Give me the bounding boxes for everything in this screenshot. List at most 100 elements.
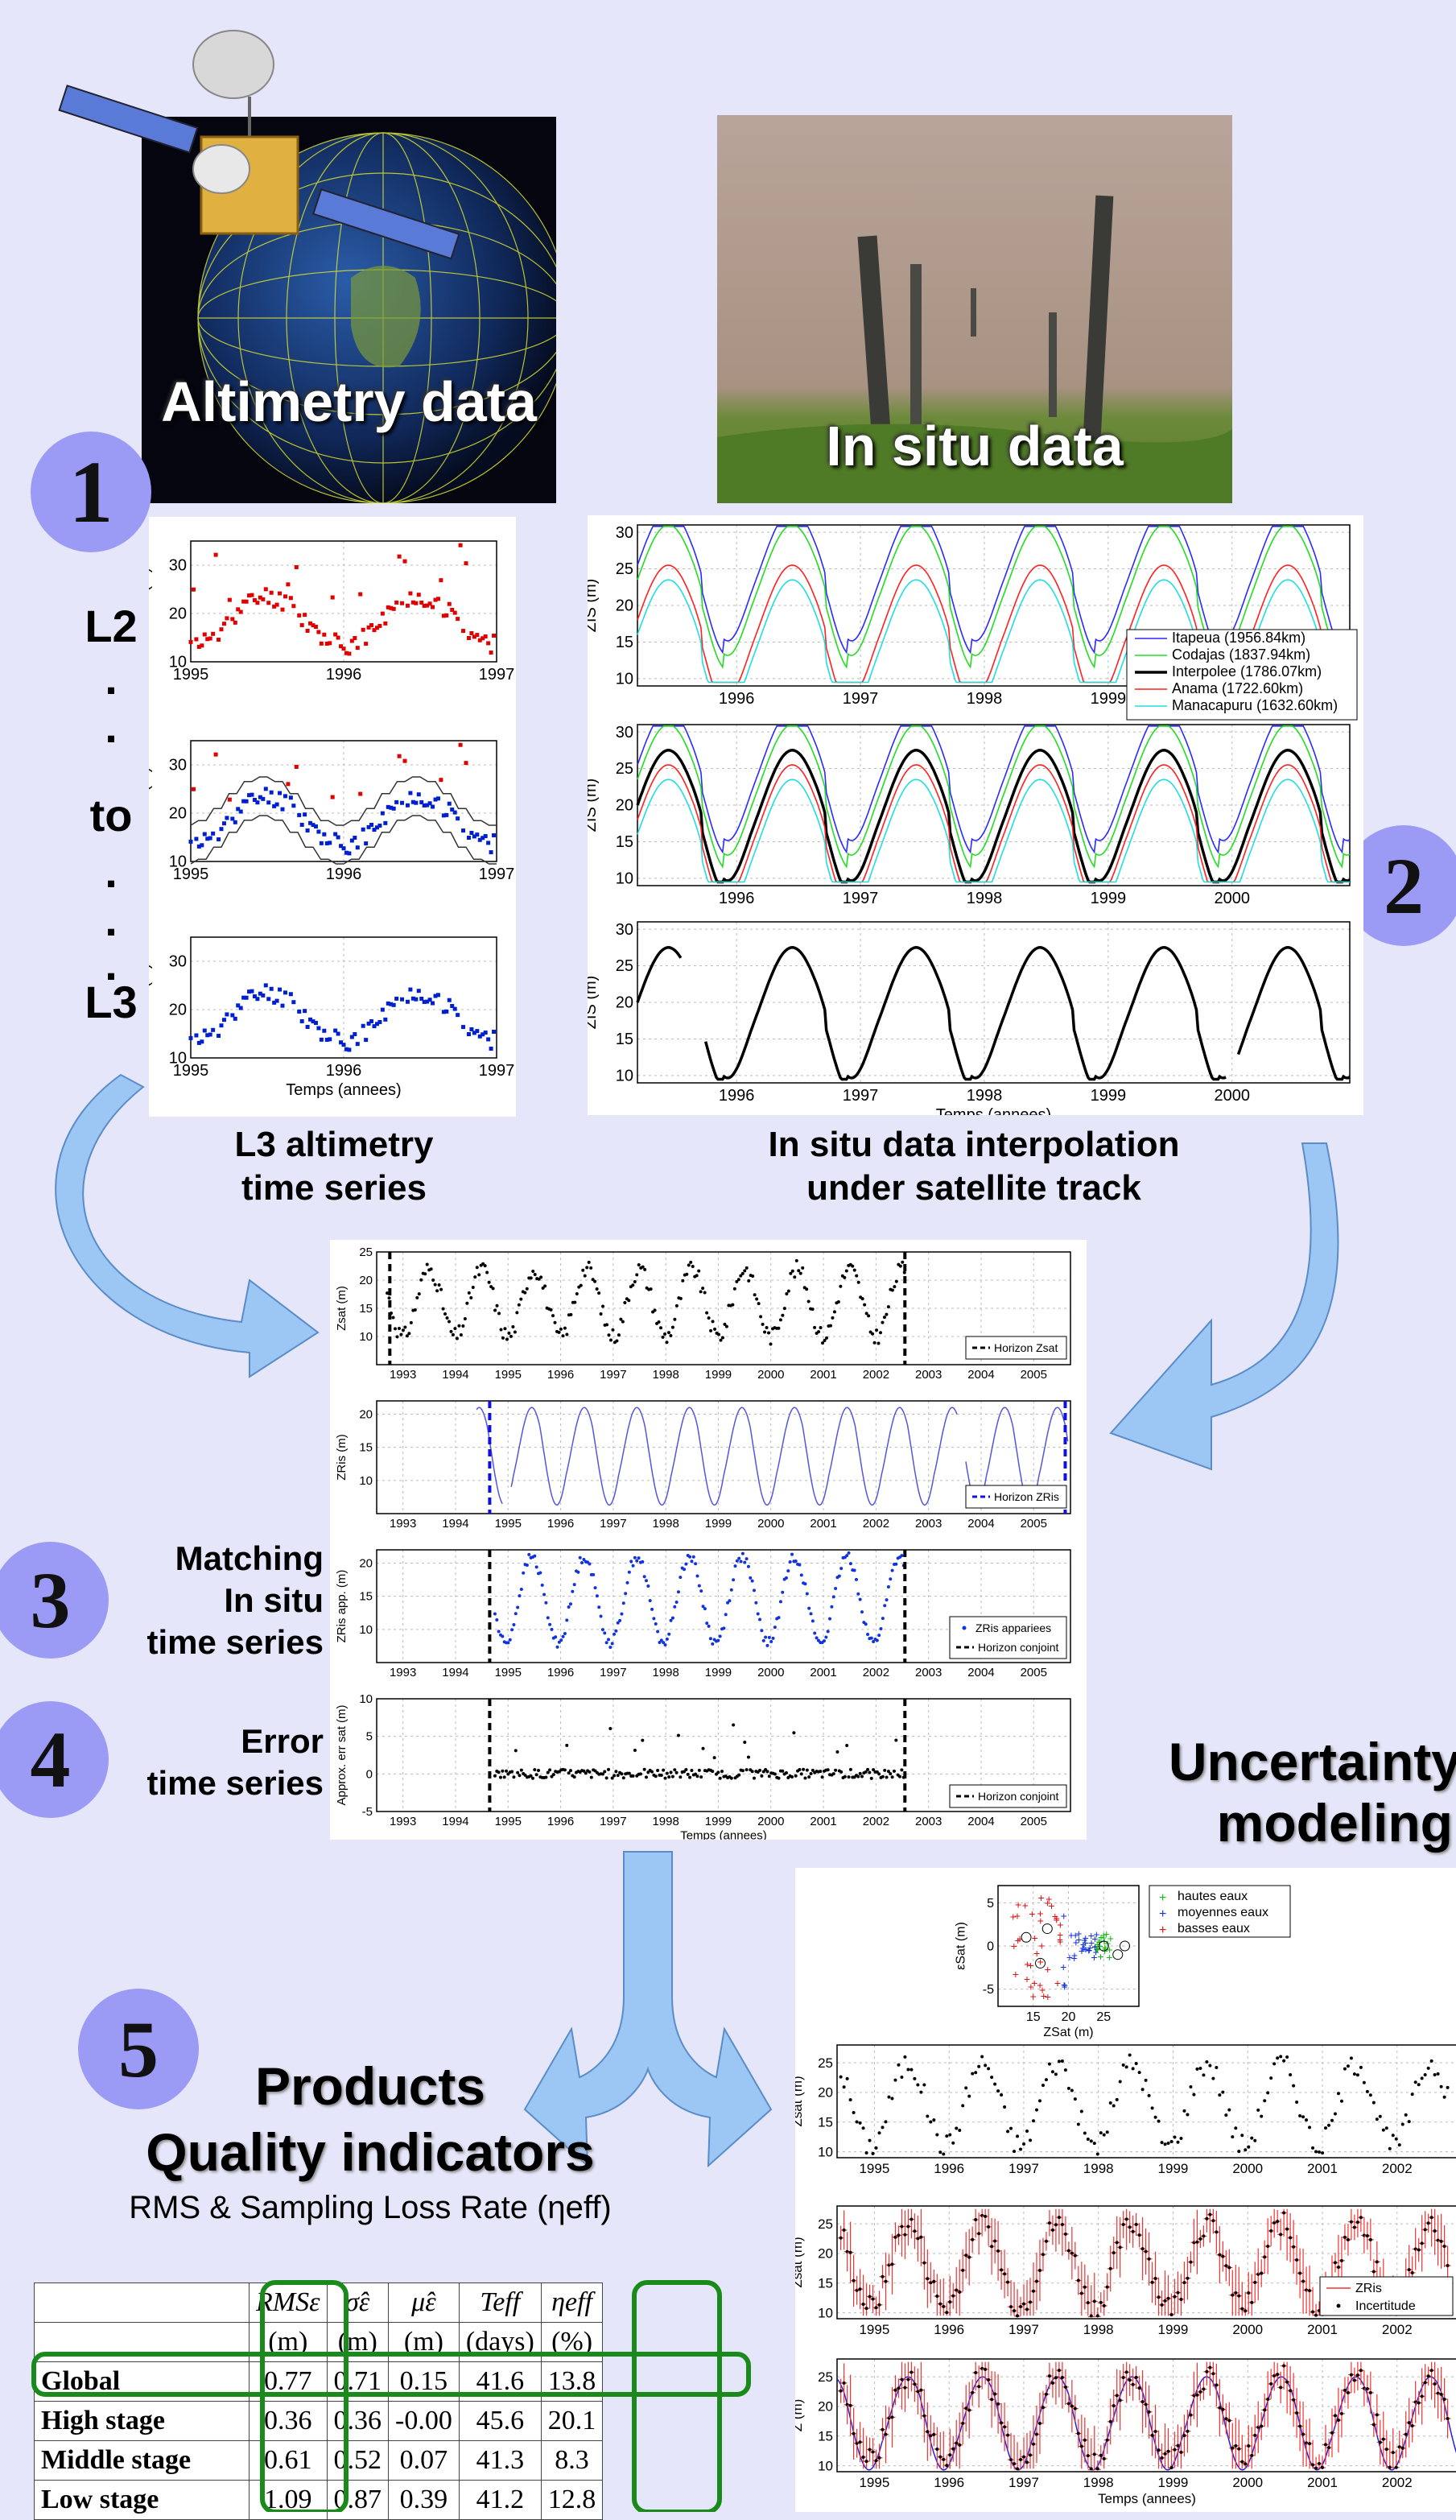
zsat-point [860, 1297, 864, 1301]
error-point [856, 1774, 860, 1778]
y-tick-label: 10 [616, 870, 633, 888]
uncertainty-point [1137, 2233, 1141, 2237]
matched-point [852, 1568, 856, 1572]
matched-point [592, 1572, 596, 1576]
column-header: μ̂ε [388, 2282, 460, 2323]
altimetry-point [402, 758, 407, 763]
x-tick-label: 2002 [863, 1815, 889, 1828]
uncertainty-point [1260, 2424, 1264, 2428]
uncertainty-point [1031, 2119, 1035, 2123]
legend-swatch [962, 1626, 967, 1630]
uncertainty-point [1311, 2310, 1315, 2314]
altimetry-point [217, 837, 221, 842]
zsat-point [423, 1272, 427, 1276]
x-tick-label: 1997 [1008, 2322, 1039, 2337]
altimetry-point [389, 1002, 394, 1006]
error-point [567, 1771, 571, 1775]
error-point [645, 1775, 649, 1779]
matched-point [568, 1602, 572, 1606]
zsat-point [599, 1312, 603, 1316]
stage-point: + [1086, 1944, 1092, 1956]
zsat-point [445, 1316, 449, 1320]
matched-point [816, 1638, 820, 1642]
x-tick-label: 2003 [915, 1368, 942, 1382]
zsat-point [477, 1273, 481, 1277]
altimetry-point [364, 1038, 369, 1043]
altimetry-point [419, 600, 424, 605]
plot-frame [190, 740, 497, 862]
matched-point [788, 1560, 792, 1564]
stage-center [1041, 1923, 1053, 1935]
uncertainty-point [1095, 2314, 1099, 2318]
altimetry-point [247, 593, 252, 598]
stage-point: + [1068, 1928, 1074, 1941]
altimetry-point [410, 600, 415, 605]
uncertainty-point [874, 2146, 878, 2150]
altimetry-point [472, 1031, 476, 1035]
matched-point [854, 1577, 858, 1581]
x-tick-label: 2004 [967, 1666, 994, 1679]
uncertainty-point [1128, 2378, 1132, 2382]
uncertainty-point [1417, 2401, 1421, 2405]
error-point [826, 1768, 830, 1772]
zsat-point [662, 1332, 666, 1336]
arrow-left-curve [55, 1073, 320, 1378]
zsat-point [687, 1263, 691, 1267]
altimetry-point [489, 850, 493, 855]
uncertainty-point [1092, 2299, 1096, 2303]
x-tick-label: 1998 [652, 1517, 679, 1531]
zsat-point [485, 1270, 489, 1274]
matched-point [701, 1605, 705, 1609]
zsat-point [778, 1318, 782, 1322]
uncertainty-point [945, 2464, 949, 2468]
error-point [868, 1770, 872, 1774]
x-tick-label: 1995 [859, 2322, 889, 2337]
matched-point [662, 1641, 666, 1645]
altimetry-point [250, 989, 254, 994]
matched-point [733, 1564, 737, 1568]
zsat-point [391, 1316, 395, 1320]
stage-point: + [1091, 1932, 1098, 1945]
uncertainty-point [1253, 2433, 1257, 2437]
error-point [493, 1774, 497, 1778]
altimetry-point [374, 626, 379, 630]
x-tick-label: 15 [1026, 2010, 1041, 2024]
uncertainty-point [1157, 2448, 1161, 2452]
matched-point [769, 1639, 773, 1643]
error-point [872, 1768, 876, 1772]
altimetry-point [196, 644, 201, 649]
matched-point [749, 1576, 753, 1580]
matched-point [604, 1641, 608, 1645]
altimetry-point [400, 997, 405, 1002]
uncertainty-point [1128, 2225, 1132, 2229]
zsat-point [685, 1272, 689, 1276]
x-tick-label: 20 [1062, 2010, 1076, 2024]
column-unit: (m) [388, 2322, 460, 2362]
uncertainty-point [1326, 2123, 1330, 2127]
uncertainty-point [942, 2304, 946, 2308]
uncertainty-point [1339, 2411, 1343, 2415]
altimetry-point [286, 782, 291, 787]
uncertainty-point [1198, 2390, 1202, 2394]
stage-point: + [1046, 1893, 1052, 1906]
altimetry-point [200, 843, 204, 848]
zsat-point [669, 1333, 673, 1337]
uncertainty-point [1298, 2113, 1302, 2117]
x-tick-label: 1996 [547, 1666, 574, 1679]
l3-caption-line1: L3 altimetry [234, 1125, 434, 1164]
uncertainty-point [1244, 2462, 1248, 2466]
altimetry-point [439, 778, 443, 783]
altimetry-point [266, 601, 271, 605]
uncertainty-point [1054, 2223, 1058, 2227]
altimetry-point [394, 600, 399, 605]
stage-point: + [1073, 1935, 1079, 1948]
uncertainty-point [1314, 2466, 1318, 2470]
altimetry-point [194, 837, 199, 841]
y-tick-label: 20 [359, 1407, 373, 1421]
uncertainty-point [1224, 2264, 1228, 2268]
zsat-point [487, 1280, 491, 1284]
x-tick-label: 1995 [495, 1517, 522, 1531]
altimetry-point [452, 1006, 457, 1011]
uncertainty-point [1134, 2375, 1138, 2379]
